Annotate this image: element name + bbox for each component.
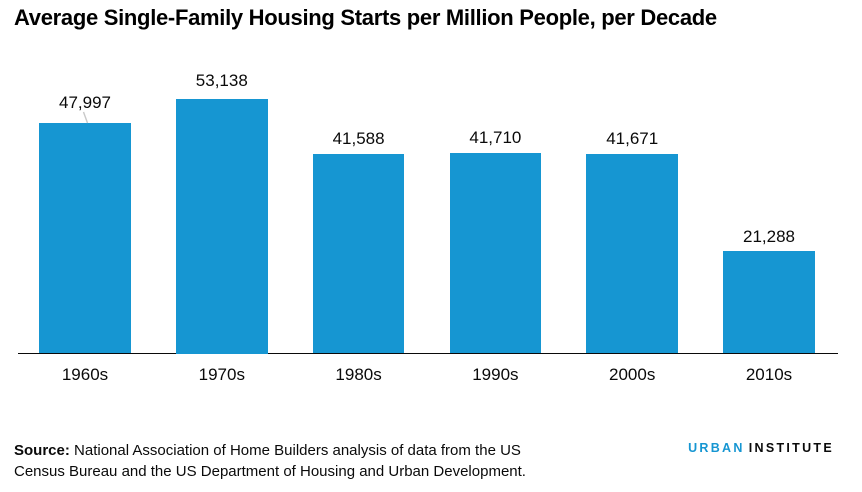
value-label-2000s: 41,671 xyxy=(606,128,659,148)
x-axis-label-2000s: 2000s xyxy=(609,365,656,384)
value-label-1970s: 53,138 xyxy=(195,70,248,90)
bar-1980s xyxy=(312,153,405,354)
bar-chart: 47,997 1960s 53,138 1970s 41,588 1980s 41,710 1… xyxy=(18,70,838,384)
value-label-2010s: 21,288 xyxy=(743,227,795,247)
value-label-1980s: 41,588 xyxy=(332,128,385,148)
logo-urban-wordmark: URBAN xyxy=(688,441,745,455)
x-axis-line xyxy=(18,352,838,355)
bar-2010s xyxy=(723,251,815,354)
chart-title: Average Single-Family Housing Starts per… xyxy=(14,5,717,30)
source-line2: Census Bureau and the US Department of H… xyxy=(14,463,526,480)
bar-1970s xyxy=(176,98,268,354)
x-axis-label-1970s: 1970s xyxy=(198,365,245,384)
source-label: Source: xyxy=(14,442,70,459)
label-connector-line xyxy=(82,111,89,123)
bar-1960s xyxy=(39,123,131,354)
value-label-1990s: 41,710 xyxy=(469,128,522,148)
source-note: Source: National Association of Home Bui… xyxy=(14,440,526,482)
source-line1: National Association of Home Builders an… xyxy=(74,442,521,459)
x-axis-label-1960s: 1960s xyxy=(61,365,109,384)
bar-2000s xyxy=(586,153,678,354)
bar-1990s xyxy=(449,153,542,354)
x-axis-label-2010s: 2010s xyxy=(745,365,793,384)
x-axis-label-1990s: 1990s xyxy=(472,365,519,384)
urban-institute-logo: URBAN INSTITUTE xyxy=(688,441,834,455)
logo-institute-wordmark: INSTITUTE xyxy=(748,441,834,455)
value-label-1960s: 47,997 xyxy=(59,93,111,113)
x-axis-label-1980s: 1980s xyxy=(335,365,382,384)
